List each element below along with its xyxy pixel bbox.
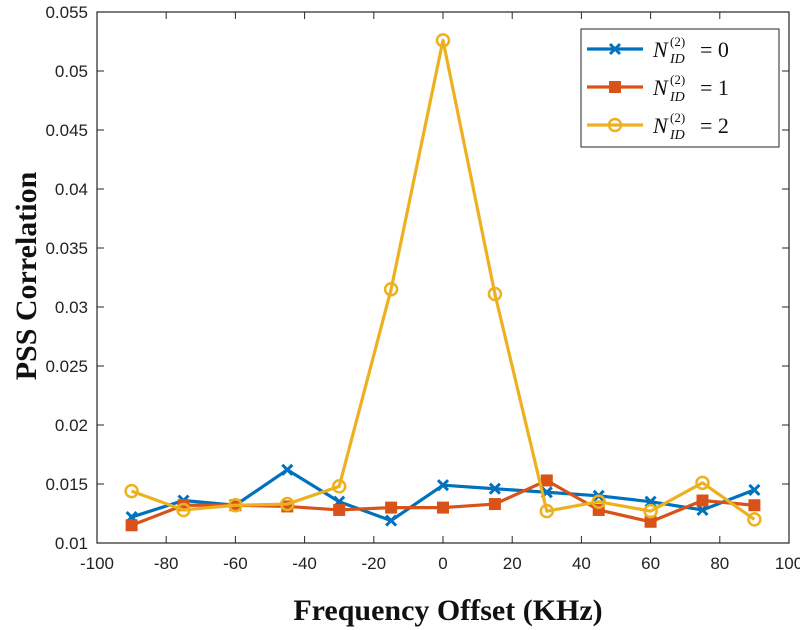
- marker-stroke: [281, 463, 294, 476]
- y-tick-label: 0.035: [45, 239, 88, 258]
- data-point: [748, 483, 761, 496]
- data-point: [488, 482, 501, 495]
- series-2: [124, 33, 762, 527]
- legend-base: N: [652, 75, 669, 100]
- data-point: [383, 282, 399, 297]
- x-tick-label: 80: [710, 554, 729, 573]
- x-tick-label: 20: [503, 554, 522, 573]
- y-tick-label: 0.055: [45, 3, 88, 22]
- legend-superscript: (2): [670, 34, 685, 49]
- x-tick-label: -100: [80, 554, 114, 573]
- marker-stroke: [436, 479, 450, 492]
- data-point: [281, 463, 294, 476]
- series-layer: [124, 33, 762, 532]
- data-point: [592, 503, 605, 516]
- data-point: [747, 512, 762, 527]
- marker-stroke: [748, 483, 761, 496]
- y-axis-title: PSS Correlation: [10, 171, 43, 380]
- marker-stroke: [488, 482, 501, 495]
- x-tick-label: 40: [572, 554, 591, 573]
- y-tick-label: 0.04: [55, 180, 88, 199]
- data-point: [540, 474, 553, 487]
- legend-base: N: [652, 37, 669, 62]
- legend-subscript: ID: [669, 52, 685, 67]
- x-tick-label: -40: [292, 554, 317, 573]
- data-point: [125, 519, 138, 532]
- data-point: [435, 33, 451, 48]
- data-point: [488, 498, 501, 511]
- data-point: [436, 479, 450, 492]
- data-point: [331, 479, 347, 494]
- legend: N (2)ID = 0N (2)ID = 1N (2)ID = 2: [580, 28, 780, 148]
- legend-entry: N (2) ID = 2: [587, 110, 729, 143]
- data-point: [539, 503, 555, 519]
- legend-equation: = 1: [700, 75, 729, 100]
- x-tick-label: 100: [775, 554, 800, 573]
- marker-stroke: [696, 503, 709, 517]
- data-point: [385, 501, 398, 514]
- legend-entry: N (2) ID = 0: [587, 34, 729, 67]
- data-point: [385, 514, 398, 527]
- legend-swatch-marker: [608, 42, 622, 56]
- data-point: [696, 494, 709, 507]
- data-point: [696, 503, 709, 517]
- x-tick-label: -20: [362, 554, 387, 573]
- y-tick-label: 0.03: [55, 298, 88, 317]
- data-point: [591, 494, 606, 509]
- legend-superscript: (2): [670, 110, 685, 125]
- y-tick-label: 0.015: [45, 475, 88, 494]
- data-point: [176, 502, 191, 518]
- data-point: [748, 499, 761, 512]
- legend-swatch-marker: [607, 117, 623, 133]
- data-point: [228, 497, 243, 513]
- x-tick-label: 60: [641, 554, 660, 573]
- legend-equation: = 2: [700, 113, 729, 138]
- legend-subscript: ID: [669, 90, 685, 105]
- y-tick-label: 0.02: [55, 416, 88, 435]
- data-point: [124, 483, 139, 499]
- y-tick-label: 0.025: [45, 357, 88, 376]
- legend-entry: N (2) ID = 1: [587, 72, 729, 105]
- x-tick-label: -60: [223, 554, 248, 573]
- legend-superscript: (2): [670, 72, 685, 87]
- series-line: [131, 38, 756, 521]
- y-tick-label: 0.05: [55, 62, 88, 81]
- data-point: [643, 503, 658, 519]
- legend-equation: = 0: [700, 37, 729, 62]
- x-tick-label: 0: [438, 554, 447, 573]
- data-point: [333, 503, 346, 516]
- data-point: [280, 496, 295, 512]
- marker-stroke: [608, 42, 622, 56]
- marker-stroke: [385, 514, 398, 527]
- data-point: [695, 475, 710, 491]
- legend-swatch-marker: [609, 81, 621, 93]
- x-tick-label: -80: [154, 554, 179, 573]
- legend-subscript: ID: [669, 128, 685, 143]
- data-point: [487, 286, 503, 302]
- y-tick-label: 0.045: [45, 121, 88, 140]
- legend-base: N: [652, 113, 669, 138]
- axes-layer: -100 -80 -60 -40 -20 0 20 40 60 80 100 0.01 0.015 0.0…: [45, 3, 800, 573]
- y-tick-label: 0.01: [55, 534, 88, 553]
- x-axis-title: Frequency Offset (KHz): [293, 594, 602, 627]
- data-point: [437, 501, 449, 514]
